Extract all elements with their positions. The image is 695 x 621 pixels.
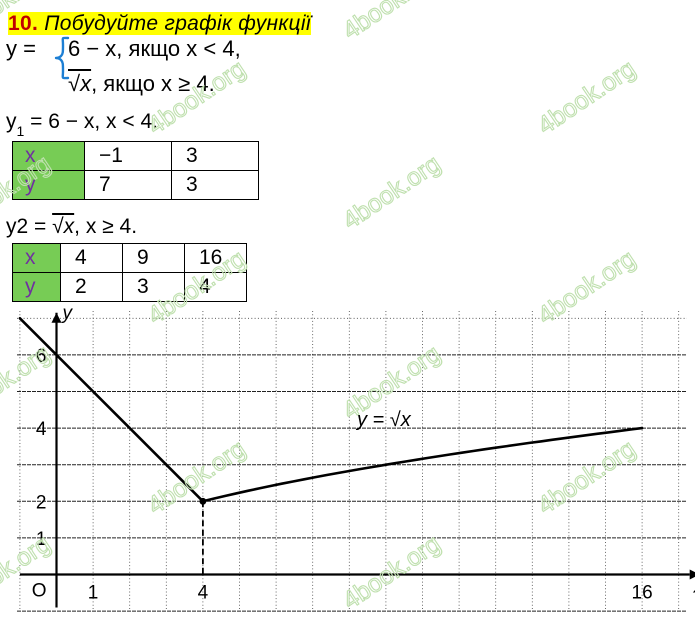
svg-text:O: O bbox=[32, 581, 47, 602]
svg-text:y: y bbox=[61, 303, 74, 324]
svg-text:16: 16 bbox=[632, 583, 653, 604]
svg-text:4: 4 bbox=[198, 583, 209, 604]
svg-text:6: 6 bbox=[36, 346, 47, 367]
svg-text:2: 2 bbox=[36, 492, 47, 513]
svg-text:1: 1 bbox=[88, 583, 99, 604]
svg-text:4: 4 bbox=[36, 419, 47, 440]
svg-text:1: 1 bbox=[36, 529, 47, 550]
svg-text:y = √x: y = √x bbox=[355, 409, 412, 431]
